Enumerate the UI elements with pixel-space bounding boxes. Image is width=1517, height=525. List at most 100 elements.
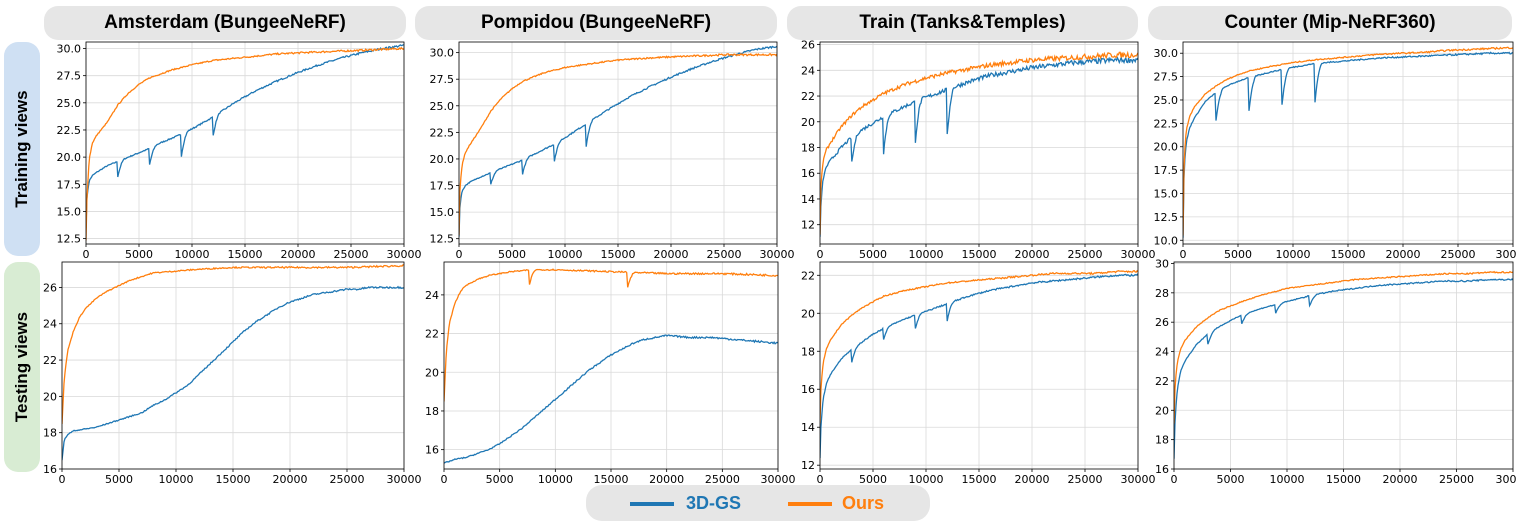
x-tick-label: 0 <box>817 473 824 485</box>
y-tick-label: 22.5 <box>1154 117 1179 130</box>
y-tick-label: 20.0 <box>57 151 82 164</box>
x-tick-label: 25000 <box>330 473 365 485</box>
y-tick-label: 12.5 <box>57 233 82 246</box>
y-tick-label: 20 <box>425 366 439 379</box>
column-title-pompidou: Pompidou (BungeeNeRF) <box>415 6 777 40</box>
plot-frame <box>1182 41 1514 245</box>
x-tick-label: 5000 <box>498 248 526 261</box>
column-title-amsterdam: Amsterdam (BungeeNeRF) <box>44 6 406 40</box>
y-tick-label: 10.0 <box>1154 234 1179 247</box>
plot-frame <box>819 41 1139 245</box>
x-tick-label: 10000 <box>548 248 583 261</box>
y-tick-label: 15.0 <box>430 206 455 219</box>
y-tick-label: 15.0 <box>1154 188 1179 201</box>
y-tick-label: 18 <box>425 405 439 418</box>
plot-frame <box>443 261 779 470</box>
legend: 3D-GS Ours <box>586 485 930 521</box>
y-tick-label: 30 <box>1155 257 1169 270</box>
x-tick-label: 25000 <box>705 473 740 485</box>
x-tick-label: 15000 <box>962 473 997 485</box>
legend-label-ours: Ours <box>842 493 885 513</box>
y-tick-label: 20 <box>1155 404 1169 417</box>
series-line-ours <box>1183 46 1513 236</box>
column-title-counter: Counter (Mip-NeRF360) <box>1148 6 1512 40</box>
legend-swatch-ours <box>788 502 832 506</box>
y-tick-label: 27.5 <box>430 73 455 86</box>
x-tick-label: 15000 <box>962 248 997 261</box>
x-tick-label: 15000 <box>601 248 636 261</box>
x-tick-label: 15000 <box>216 473 251 485</box>
chart-panel-4: 0 5000 10000 15000 20000 25000 30000 16 18 20 22 24… <box>43 261 422 485</box>
y-tick-label: 24 <box>425 289 439 302</box>
y-tick-label: 20.0 <box>430 153 455 166</box>
plot-frame <box>61 261 405 470</box>
series-line-ours <box>820 50 1138 235</box>
x-tick-label: 20000 <box>281 248 316 261</box>
y-tick-label: 15.0 <box>57 205 82 218</box>
y-tick-label: 30.0 <box>430 47 455 60</box>
y-tick-label: 16 <box>801 167 815 180</box>
y-tick-label: 24 <box>801 64 815 77</box>
x-tick-label: 5000 <box>859 248 887 261</box>
y-tick-label: 18 <box>801 345 815 358</box>
column-title-train: Train (Tanks&Temples) <box>787 6 1138 40</box>
chart-panel-5: 0 5000 10000 15000 20000 25000 30000 16 18 20 22 24 <box>425 261 796 485</box>
chart-panel-6: 0 5000 10000 15000 20000 25000 30000 12 14 16 18 20… <box>801 261 1156 485</box>
x-tick-label: 25000 <box>1068 473 1103 485</box>
x-tick-label: 10000 <box>909 473 944 485</box>
x-tick-label: 0 <box>59 473 66 485</box>
x-tick-label: 30000 <box>387 473 422 485</box>
x-tick-label: 15000 <box>1331 248 1366 261</box>
y-tick-label: 18 <box>1155 434 1169 447</box>
series-line-ours <box>820 269 1138 424</box>
y-tick-label: 27.5 <box>1154 71 1179 84</box>
x-tick-label: 30000 <box>760 248 795 261</box>
y-tick-label: 14 <box>801 193 815 206</box>
series-line-3dgs <box>62 285 404 461</box>
x-tick-label: 30000 <box>1121 473 1156 485</box>
x-tick-label: 5000 <box>105 473 133 485</box>
y-tick-label: 26 <box>1155 316 1169 329</box>
y-tick-label: 18 <box>43 427 57 440</box>
x-tick-label: 10000 <box>1276 248 1311 261</box>
y-tick-label: 22 <box>43 354 57 367</box>
y-tick-label: 25.0 <box>1154 94 1179 107</box>
y-tick-label: 22.5 <box>57 124 82 137</box>
y-tick-label: 27.5 <box>57 70 82 83</box>
y-tick-label: 25.0 <box>57 97 82 110</box>
legend-label-3dgs: 3D-GS <box>686 493 742 513</box>
series-line-3dgs <box>459 45 777 237</box>
y-tick-label: 30.0 <box>1154 47 1179 60</box>
x-tick-label: 0 <box>817 248 824 261</box>
x-tick-label: 0 <box>441 473 448 485</box>
x-tick-label: 5000 <box>1224 248 1252 261</box>
x-tick-label: 5000 <box>125 248 153 261</box>
y-tick-label: 14 <box>801 421 815 434</box>
plot-frame <box>1173 261 1514 470</box>
x-tick-label: 10000 <box>175 248 210 261</box>
chart-panel-1: 0 5000 10000 15000 20000 25000 30000 12.5 15.0 17… <box>430 41 795 261</box>
series-line-ours <box>62 264 404 425</box>
series-line-3dgs <box>1174 278 1513 459</box>
series-line-ours <box>444 268 778 402</box>
x-tick-label: 5000 <box>1217 473 1245 485</box>
chart-panel-2: 0 5000 10000 15000 20000 25000 30000 12 14 16 18 20… <box>801 39 1156 261</box>
x-tick-label: 30000 <box>387 248 422 261</box>
legend-swatch-3dgs <box>630 502 674 506</box>
y-tick-label: 20.0 <box>1154 141 1179 154</box>
x-tick-label: 25000 <box>1068 248 1103 261</box>
y-tick-label: 12 <box>801 219 815 232</box>
x-tick-label: 25000 <box>1441 248 1476 261</box>
y-tick-label: 17.5 <box>57 178 82 191</box>
x-tick-label: 0 <box>1180 248 1187 261</box>
y-tick-label: 30.0 <box>57 43 82 56</box>
series-line-ours <box>86 46 404 241</box>
x-tick-label: 15000 <box>228 248 263 261</box>
x-tick-label: 20000 <box>649 473 684 485</box>
x-tick-label: 20000 <box>1015 473 1050 485</box>
y-tick-label: 25.0 <box>430 100 455 113</box>
y-tick-label: 16 <box>801 383 815 396</box>
series-line-3dgs <box>1183 51 1513 238</box>
x-tick-label: 20000 <box>1386 248 1421 261</box>
x-tick-label: 10000 <box>1270 473 1305 485</box>
